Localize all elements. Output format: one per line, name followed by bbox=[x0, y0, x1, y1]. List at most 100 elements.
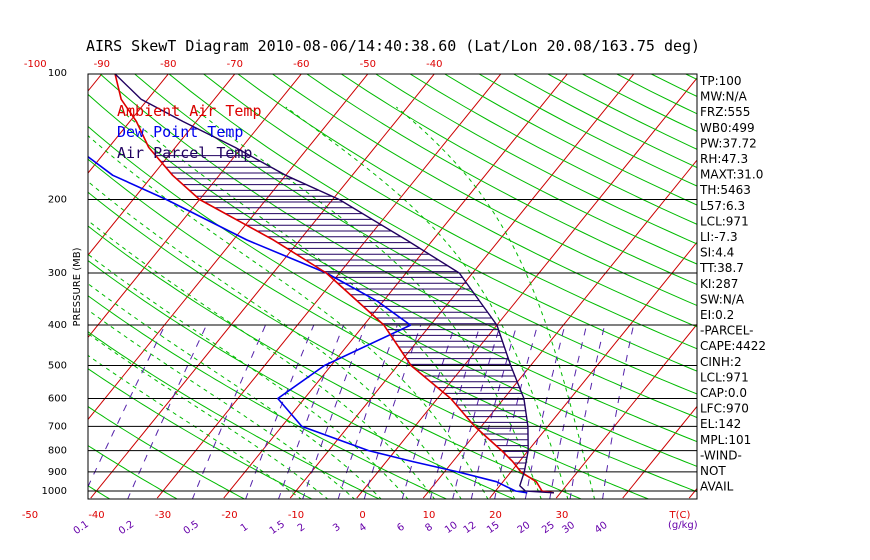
mixing-ratio-line bbox=[337, 324, 398, 499]
mixing-ratio-line bbox=[191, 324, 266, 499]
index-entry: EL:142 bbox=[700, 417, 741, 431]
bottom-temp-tick-label: -30 bbox=[155, 510, 171, 521]
mixing-ratio-line bbox=[245, 324, 315, 499]
moist-adiabat-line bbox=[88, 333, 329, 499]
plot-border bbox=[87, 73, 698, 500]
dry-adiabat-line bbox=[848, 55, 870, 500]
mixing-ratio-tick-label: 30 bbox=[560, 520, 577, 536]
moist-adiabat-line bbox=[88, 135, 489, 499]
dry-adiabat-line bbox=[340, 74, 697, 265]
bottom-temp-tick-label: -50 bbox=[22, 510, 38, 521]
dry-adiabat-line bbox=[748, 55, 870, 500]
index-entry: SI:4.4 bbox=[700, 246, 734, 260]
mixing-ratio-tick-label: 6 bbox=[395, 522, 407, 535]
isotherm-line bbox=[88, 74, 302, 339]
index-entry: MW:N/A bbox=[700, 90, 748, 104]
pressure-tick-label: 700 bbox=[48, 421, 67, 432]
index-entry: L57:6.3 bbox=[700, 199, 745, 213]
top-temp-tick-label: -90 bbox=[94, 59, 110, 70]
bottom-temp-tick-label: -40 bbox=[88, 510, 104, 521]
pressure-tick-label: 600 bbox=[48, 393, 67, 404]
index-entry: TP:100 bbox=[699, 74, 742, 88]
dry-adiabat-line bbox=[88, 191, 650, 499]
top-temp-tick-label: -70 bbox=[227, 59, 243, 70]
index-entry: FRZ:555 bbox=[700, 105, 750, 119]
pressure-tick-label: 500 bbox=[48, 360, 67, 371]
mixing-ratio-tick-label: 4 bbox=[357, 522, 369, 535]
profile-lines bbox=[88, 74, 555, 494]
mixing-ratio-tick-label: 12 bbox=[462, 520, 479, 536]
pressure-tick-label: 100 bbox=[48, 68, 67, 79]
index-entry: PW:37.72 bbox=[700, 136, 757, 150]
mixing-ratio-tick-label: 0.5 bbox=[182, 519, 201, 537]
dry-adiabat-line bbox=[374, 74, 697, 245]
mixing-ratio-tick-label: 3 bbox=[331, 522, 343, 535]
pressure-tick-label: 900 bbox=[48, 467, 67, 478]
isotherm-line bbox=[88, 74, 236, 256]
mixing-ratio-line bbox=[569, 324, 606, 499]
bottom-temp-tick-label: -20 bbox=[221, 510, 237, 521]
moist-adiabat-line bbox=[191, 106, 542, 499]
dry-adiabat-line bbox=[88, 158, 697, 493]
top-temp-tick-label: -100 bbox=[24, 59, 47, 70]
isotherm-line bbox=[756, 55, 870, 498]
pressure-tick-label: 800 bbox=[48, 446, 67, 457]
dry-adiabat-line bbox=[88, 225, 583, 499]
index-entry: MPL:101 bbox=[700, 433, 751, 447]
mixing-ratio-line bbox=[429, 324, 481, 499]
mixing-ratio-tick-label: 2 bbox=[296, 522, 308, 535]
mixing-ratio-line bbox=[401, 324, 456, 499]
moist-adiabat-line bbox=[88, 283, 382, 499]
dry-adiabat-line bbox=[133, 74, 697, 395]
index-entry: KI:287 bbox=[700, 277, 738, 291]
index-entry: -PARCEL- bbox=[700, 324, 754, 338]
moist-adiabat-line bbox=[285, 106, 569, 499]
legend: Ambient Air Temp Dew Point Temp Air Parcel… bbox=[117, 102, 262, 162]
index-entry: SW:N/A bbox=[700, 292, 745, 306]
dry-adiabat-line bbox=[202, 74, 697, 350]
bottom-temp-tick-label: 20 bbox=[489, 510, 502, 521]
plot-frame bbox=[87, 73, 698, 500]
index-entry: LCL:971 bbox=[700, 214, 749, 228]
index-entry: WB0:499 bbox=[700, 121, 755, 135]
dry-adiabat-line bbox=[88, 125, 697, 467]
mixing-ratio-line bbox=[88, 324, 166, 488]
index-entry: AVAIL bbox=[700, 480, 734, 494]
index-entry: RH:47.3 bbox=[700, 152, 748, 166]
dry-adiabat-line bbox=[306, 74, 697, 286]
dry-adiabat-line bbox=[237, 74, 697, 328]
y-axis-label: PRESSURE (MB) bbox=[72, 247, 83, 326]
index-entry: NOT bbox=[700, 464, 726, 478]
top-temp-tick-label: -40 bbox=[426, 59, 442, 70]
axis-labels: 1002003004005006007008009001000PRESSURE … bbox=[22, 59, 698, 537]
dry-adiabat-line bbox=[88, 295, 448, 499]
mixing-axis-label: (g/kg) bbox=[668, 520, 698, 531]
mixing-ratio-line bbox=[549, 324, 588, 499]
mixing-ratio-line bbox=[452, 324, 501, 499]
top-temp-tick-label: -50 bbox=[360, 59, 376, 70]
index-entry: CAPE:4422 bbox=[700, 339, 766, 353]
mixing-ratio-tick-label: 15 bbox=[485, 520, 502, 536]
dry-adiabat-line bbox=[88, 331, 381, 499]
dry-adiabat-line bbox=[168, 74, 697, 372]
mixing-ratio-line bbox=[470, 324, 518, 499]
isotherm-line bbox=[489, 241, 697, 499]
index-entry: EI:0.2 bbox=[700, 308, 734, 322]
mixing-ratio-tick-label: 0.2 bbox=[117, 519, 136, 537]
index-entry: MAXT:31.0 bbox=[700, 168, 763, 182]
chart-title: AIRS SkewT Diagram 2010-08-06/14:40:38.6… bbox=[86, 37, 700, 55]
top-temp-tick-label: -60 bbox=[293, 59, 309, 70]
moist-adiabat-line bbox=[88, 354, 302, 499]
index-entry: TH:5463 bbox=[699, 183, 751, 197]
bottom-temp-tick-label: -10 bbox=[288, 510, 304, 521]
dry-adiabat-line bbox=[99, 74, 697, 419]
mixing-ratio-tick-label: 40 bbox=[593, 520, 610, 536]
isotherm-line bbox=[156, 74, 502, 499]
legend-entry: Dew Point Temp bbox=[117, 123, 243, 141]
dry-adiabat-line bbox=[88, 368, 313, 499]
bottom-temp-tick-label: 10 bbox=[423, 510, 436, 521]
dry-adiabat-line bbox=[88, 445, 179, 499]
mixing-ratio-tick-label: 0.1 bbox=[72, 519, 91, 537]
